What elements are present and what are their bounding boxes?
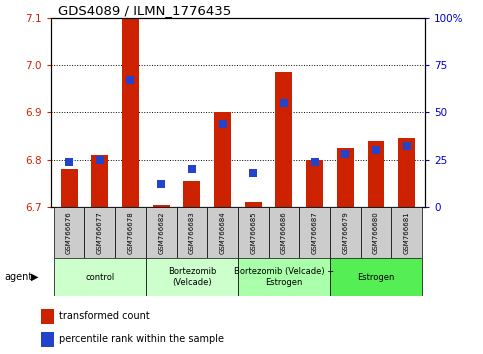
Bar — [41, 332, 54, 347]
Point — [372, 147, 380, 153]
Point — [403, 144, 411, 149]
Point — [188, 166, 196, 172]
Bar — [361, 207, 391, 258]
Point — [65, 159, 73, 165]
Bar — [61, 169, 78, 207]
Text: Estrogen: Estrogen — [357, 273, 395, 281]
Bar — [153, 205, 170, 207]
Text: GSM766677: GSM766677 — [97, 211, 103, 254]
Bar — [269, 207, 299, 258]
Bar — [337, 148, 354, 207]
Bar — [275, 72, 292, 207]
Text: GSM766679: GSM766679 — [342, 211, 348, 254]
Text: GSM766680: GSM766680 — [373, 211, 379, 254]
Bar — [330, 207, 361, 258]
Text: GSM766682: GSM766682 — [158, 211, 164, 254]
Bar — [54, 207, 85, 258]
Text: GSM766683: GSM766683 — [189, 211, 195, 254]
Bar — [245, 202, 262, 207]
Bar — [91, 155, 108, 207]
Point — [311, 159, 318, 165]
Bar — [184, 181, 200, 207]
Bar — [398, 138, 415, 207]
Bar — [238, 207, 269, 258]
Point — [219, 121, 227, 127]
Text: GSM766684: GSM766684 — [220, 211, 226, 254]
Text: ▶: ▶ — [31, 272, 39, 282]
Text: GSM766676: GSM766676 — [66, 211, 72, 254]
Point — [341, 151, 349, 157]
Point — [157, 182, 165, 187]
Bar — [54, 258, 146, 296]
Text: GSM766678: GSM766678 — [128, 211, 133, 254]
Text: GSM766687: GSM766687 — [312, 211, 318, 254]
Text: control: control — [85, 273, 114, 281]
Bar — [122, 18, 139, 207]
Text: Bortezomib
(Velcade): Bortezomib (Velcade) — [168, 267, 216, 287]
Bar — [368, 141, 384, 207]
Bar — [146, 207, 176, 258]
Point — [96, 157, 104, 162]
Bar — [299, 207, 330, 258]
Point — [280, 100, 288, 106]
Bar — [214, 112, 231, 207]
Text: GDS4089 / ILMN_1776435: GDS4089 / ILMN_1776435 — [58, 4, 231, 17]
Text: GSM766685: GSM766685 — [250, 211, 256, 254]
Text: transformed count: transformed count — [59, 312, 150, 321]
Bar — [41, 309, 54, 324]
Bar — [330, 258, 422, 296]
Bar — [85, 207, 115, 258]
Text: GSM766686: GSM766686 — [281, 211, 287, 254]
Bar — [115, 207, 146, 258]
Bar — [238, 258, 330, 296]
Text: GSM766681: GSM766681 — [404, 211, 410, 254]
Text: Bortezomib (Velcade) +
Estrogen: Bortezomib (Velcade) + Estrogen — [234, 267, 334, 287]
Text: agent: agent — [5, 272, 33, 282]
Point — [249, 170, 257, 176]
Bar — [391, 207, 422, 258]
Bar — [207, 207, 238, 258]
Text: percentile rank within the sample: percentile rank within the sample — [59, 335, 224, 344]
Bar — [306, 160, 323, 207]
Point — [127, 78, 134, 83]
Bar — [176, 207, 207, 258]
Bar — [146, 258, 238, 296]
